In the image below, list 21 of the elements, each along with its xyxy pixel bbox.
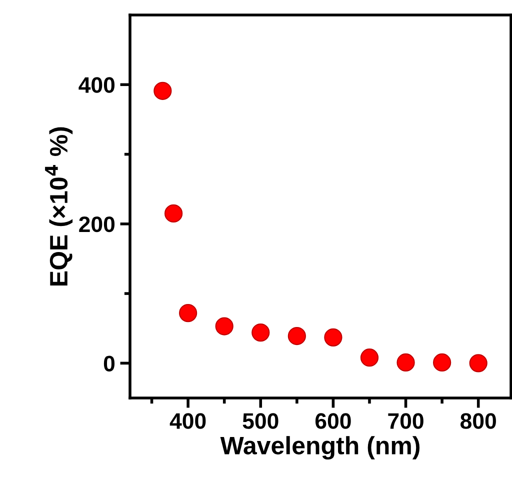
point [360, 348, 379, 367]
x-tick-label: 600 [315, 413, 351, 429]
point [288, 326, 306, 346]
y-tick-label: 0 [104, 356, 115, 372]
y-axis-title: EQE (×10$^{4}$ %) [45, 127, 73, 286]
point [154, 82, 172, 100]
point [432, 353, 452, 372]
y-tick-label: 200 [79, 216, 115, 232]
x-tick-label: 700 [388, 413, 424, 429]
point [178, 304, 198, 322]
point [252, 323, 270, 342]
point [324, 328, 342, 346]
x-tick-label: 500 [242, 413, 278, 429]
y-tick-label: 400 [78, 77, 115, 93]
point [396, 353, 415, 372]
point [164, 204, 183, 223]
point [469, 354, 488, 372]
point [215, 317, 234, 336]
x-tick-label: 800 [460, 413, 496, 429]
x-axis-title: Wavelength (nm) [220, 436, 420, 460]
x-tick-label: 400 [170, 413, 206, 429]
